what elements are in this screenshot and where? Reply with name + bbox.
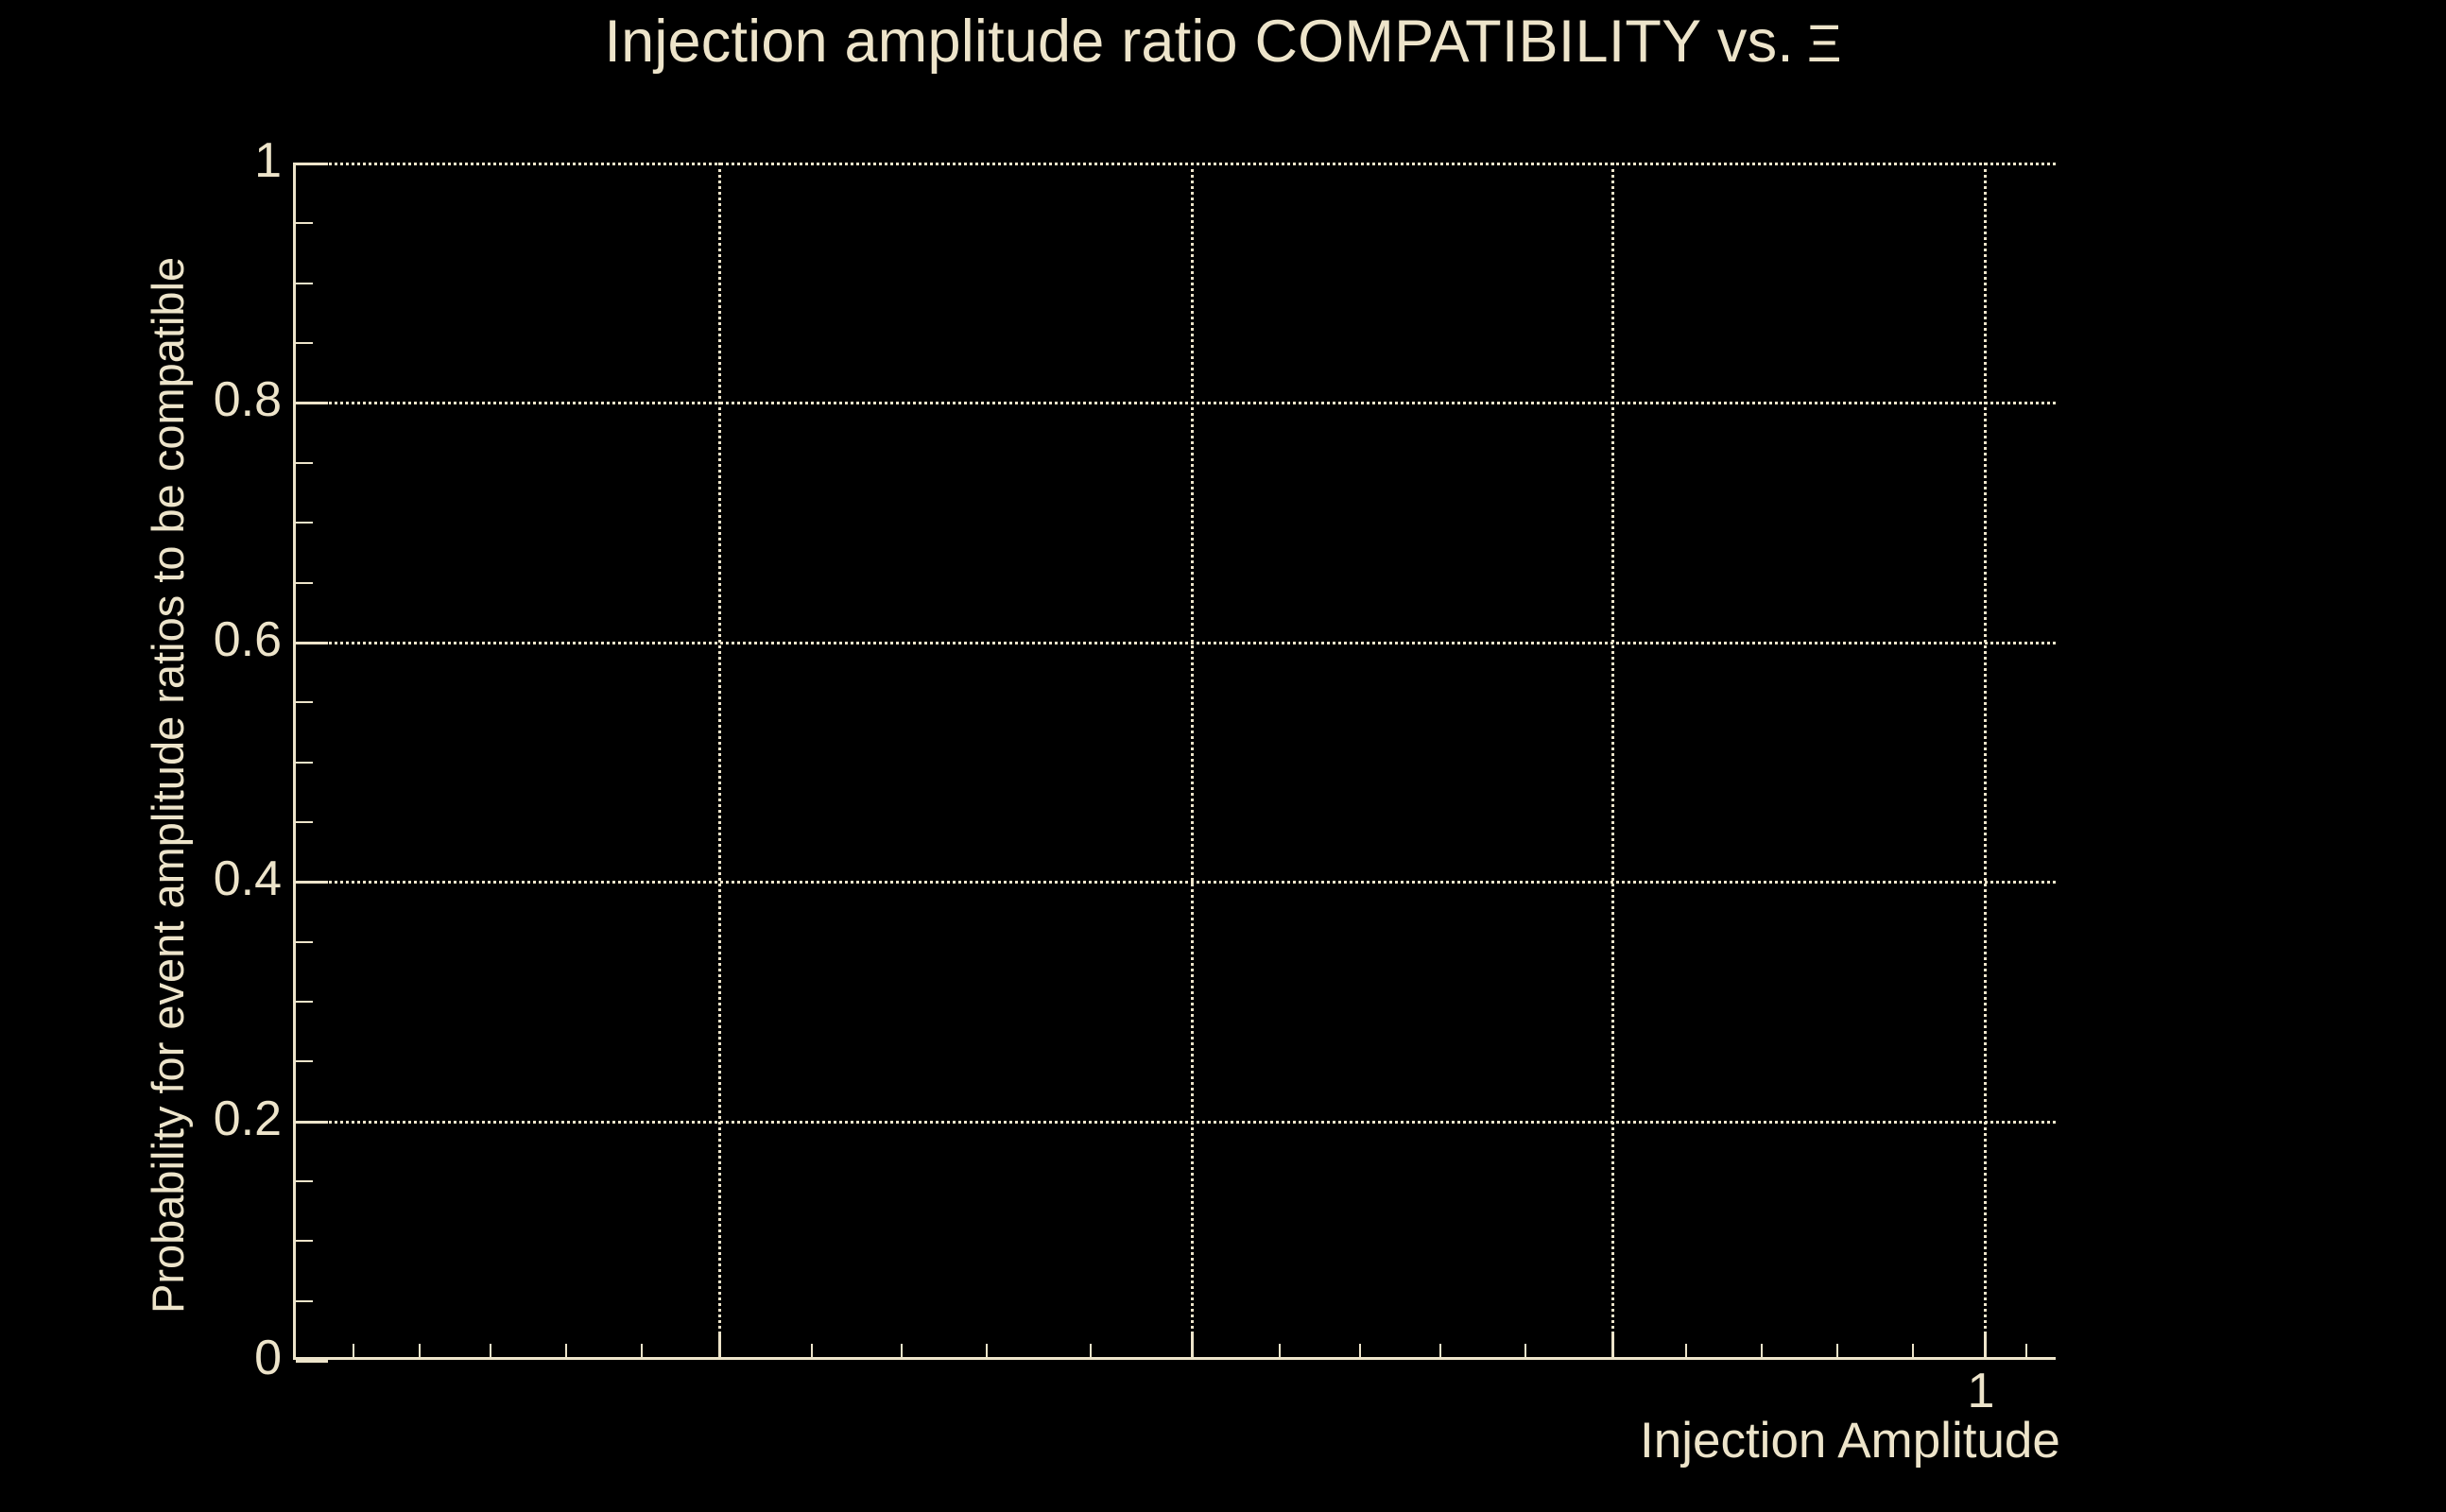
x-tick-minor xyxy=(986,1344,988,1357)
x-tick-minor xyxy=(1836,1344,1838,1357)
y-tick-label-0: 0 xyxy=(254,1331,282,1385)
x-tick-major-3 xyxy=(1611,1332,1614,1357)
y-tick-minor xyxy=(296,522,313,524)
y-tick-minor xyxy=(296,701,313,703)
x-axis-title: Injection Amplitude xyxy=(1640,1413,2060,1469)
x-tick-label-1: 1 xyxy=(1967,1364,1995,1418)
y-axis-title: Probability for event amplitude ratios t… xyxy=(143,256,193,1314)
y-tick-minor xyxy=(296,283,313,284)
y-tick-minor xyxy=(296,941,313,943)
x-tick-minor xyxy=(490,1344,491,1357)
x-tick-minor xyxy=(811,1344,813,1357)
x-tick-major-2 xyxy=(1191,1332,1194,1357)
x-tick-minor xyxy=(565,1344,567,1357)
gridline-y-0.8 xyxy=(296,402,2056,404)
y-tick-label-0.6: 0.6 xyxy=(213,612,282,667)
x-tick-minor xyxy=(1685,1344,1687,1357)
y-tick-minor xyxy=(296,1180,313,1182)
x-tick-minor xyxy=(1524,1344,1526,1357)
gridline-x-1 xyxy=(718,163,721,1357)
x-tick-major-4 xyxy=(1984,1332,1987,1357)
y-tick-label-1: 1 xyxy=(254,133,282,188)
y-tick-label-0.4: 0.4 xyxy=(213,851,282,906)
y-tick-minor xyxy=(296,821,313,823)
y-tick-major-0.4 xyxy=(296,881,328,884)
y-tick-label-0.8: 0.8 xyxy=(213,372,282,427)
y-tick-minor xyxy=(296,1240,313,1242)
x-tick-major-1 xyxy=(718,1332,721,1357)
x-tick-minor xyxy=(901,1344,903,1357)
y-tick-minor xyxy=(296,1001,313,1003)
plot-frame xyxy=(293,163,2056,1363)
y-tick-major-0.8 xyxy=(296,402,328,404)
x-tick-minor xyxy=(1912,1344,1914,1357)
y-tick-minor xyxy=(296,462,313,464)
xi-symbol: Ξ xyxy=(1806,13,1842,73)
chart-title-text: Injection amplitude ratio COMPATIBILITY … xyxy=(604,9,1794,75)
x-tick-minor xyxy=(1279,1344,1281,1357)
y-tick-major-0.2 xyxy=(296,1121,328,1124)
x-tick-minor xyxy=(353,1344,354,1357)
x-tick-minor xyxy=(1761,1344,1763,1357)
gridline-x-3 xyxy=(1611,163,1614,1357)
y-tick-major-1 xyxy=(296,163,328,165)
y-tick-minor xyxy=(296,1300,313,1302)
x-tick-minor xyxy=(1359,1344,1361,1357)
gridline-x-2 xyxy=(1191,163,1194,1357)
gridline-x-4 xyxy=(1984,163,1987,1357)
chart-title: Injection amplitude ratio COMPATIBILITY … xyxy=(0,8,2446,76)
y-tick-minor xyxy=(296,762,313,764)
y-tick-major-0.6 xyxy=(296,642,328,644)
gridline-y-1 xyxy=(296,163,2056,165)
x-tick-minor xyxy=(419,1344,421,1357)
y-tick-label-0.2: 0.2 xyxy=(213,1091,282,1146)
gridline-y-0.4 xyxy=(296,881,2056,884)
y-tick-minor xyxy=(296,342,313,344)
gridline-y-0.6 xyxy=(296,642,2056,644)
y-tick-minor xyxy=(296,1060,313,1062)
x-tick-minor xyxy=(2025,1344,2027,1357)
gridline-y-0.2 xyxy=(296,1121,2056,1124)
y-tick-minor xyxy=(296,222,313,224)
x-tick-minor xyxy=(641,1344,643,1357)
x-tick-minor xyxy=(1439,1344,1441,1357)
x-tick-minor xyxy=(1090,1344,1092,1357)
y-tick-major-0 xyxy=(296,1360,328,1363)
y-tick-minor xyxy=(296,582,313,584)
